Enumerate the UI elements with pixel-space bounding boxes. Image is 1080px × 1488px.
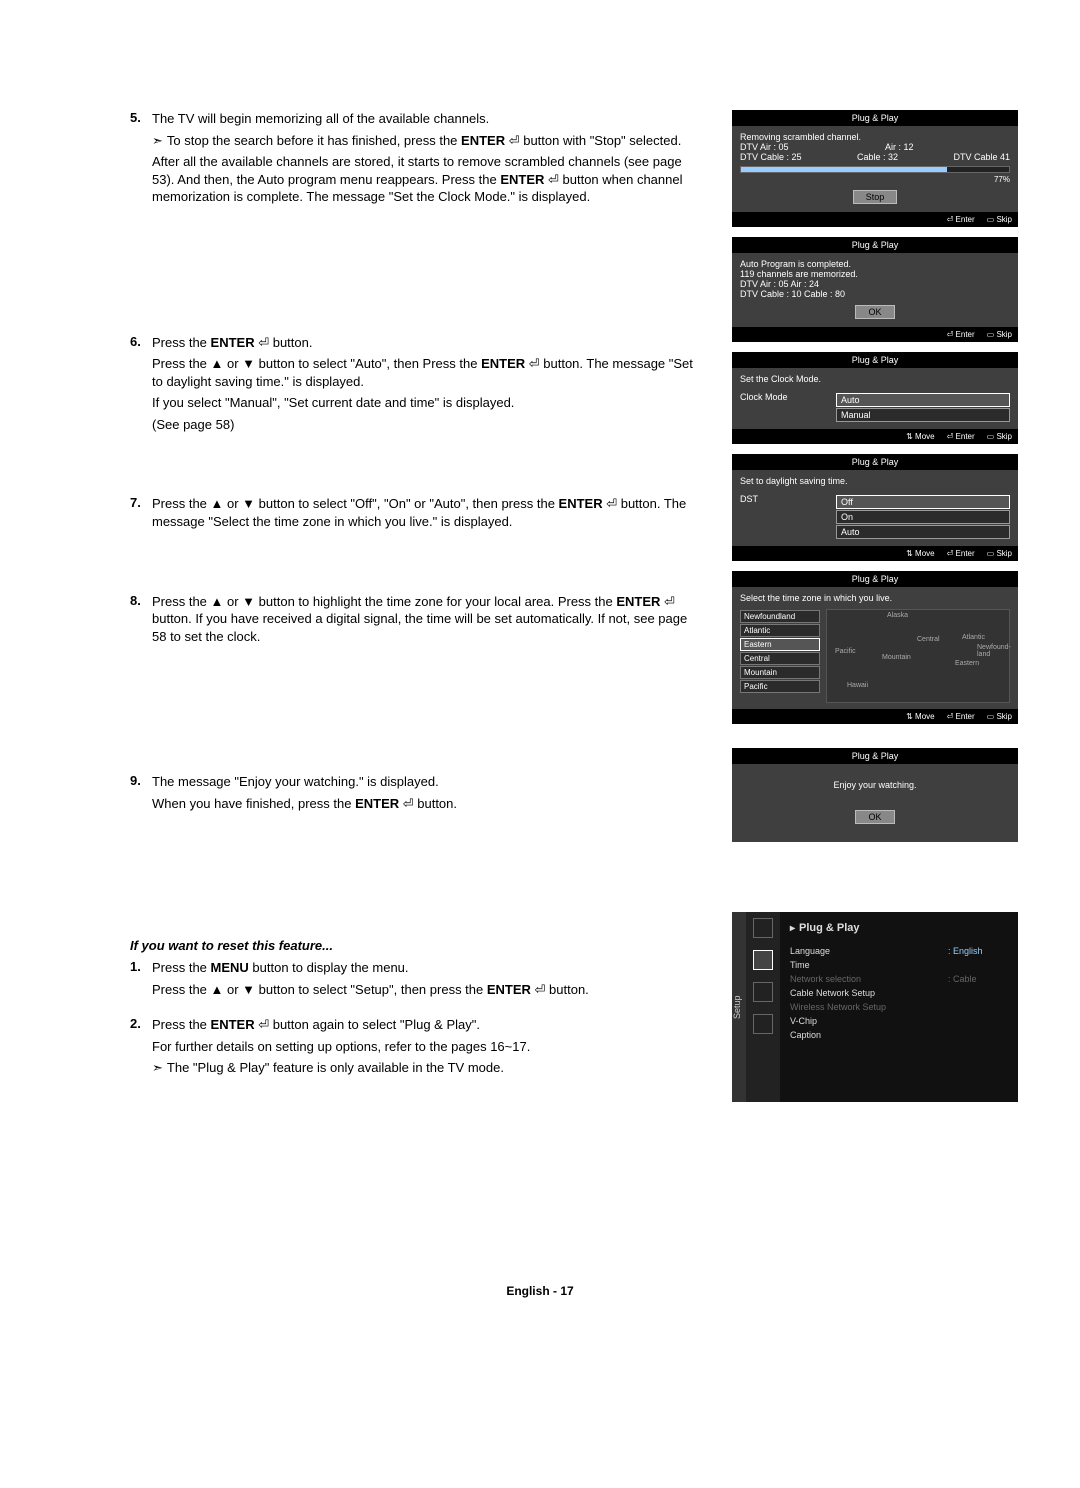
tz-pacific[interactable]: Pacific — [740, 680, 820, 693]
entry-network-sel[interactable]: Network selectionCable — [790, 972, 1008, 986]
osd-timezone: Plug & Play Select the time zone in whic… — [732, 571, 1018, 724]
tz-atlantic[interactable]: Atlantic — [740, 624, 820, 637]
option-auto[interactable]: Auto — [836, 393, 1010, 407]
ok-button-enjoy[interactable]: OK — [855, 810, 894, 824]
reset-step-2: 2. Press the ENTER ⏎ button again to sel… — [130, 1016, 702, 1081]
tz-eastern[interactable]: Eastern — [740, 638, 820, 651]
step-7-num: 7. — [130, 495, 152, 534]
osd-title: Plug & Play — [732, 110, 1018, 126]
osd-clock-mode: Plug & Play Set the Clock Mode. Clock Mo… — [732, 352, 1018, 444]
step-9-l1: The message "Enjoy your watching." is di… — [152, 773, 702, 791]
setup-menu: Setup Plug & Play LanguageEnglish Time N… — [732, 912, 1018, 1102]
entry-wireless-net[interactable]: Wireless Network Setup — [790, 1000, 1008, 1014]
tz-newfoundland[interactable]: Newfoundland — [740, 610, 820, 623]
setup-header[interactable]: Plug & Play — [790, 922, 1008, 934]
step-6-num: 6. — [130, 334, 152, 438]
step-9-num: 9. — [130, 773, 152, 816]
step-8: 8. Press the ▲ or ▼ button to highlight … — [130, 593, 702, 650]
step-8-l1: Press the ▲ or ▼ button to highlight the… — [152, 593, 702, 646]
gear-icon[interactable] — [753, 950, 773, 970]
entry-time[interactable]: Time — [790, 958, 1008, 972]
tz-mountain[interactable]: Mountain — [740, 666, 820, 679]
step-7: 7. Press the ▲ or ▼ button to select "Of… — [130, 495, 702, 534]
menu-icon-3[interactable] — [753, 982, 773, 1002]
step-6-l2: Press the ▲ or ▼ button to select "Auto"… — [152, 355, 702, 390]
step-6-l3: If you select "Manual", "Set current dat… — [152, 394, 702, 412]
step-5-line3: After all the available channels are sto… — [152, 153, 702, 206]
step-8-num: 8. — [130, 593, 152, 650]
entry-language[interactable]: LanguageEnglish — [790, 944, 1008, 958]
ok-button[interactable]: OK — [855, 305, 894, 319]
entry-cable-net[interactable]: Cable Network Setup — [790, 986, 1008, 1000]
step-6: 6. Press the ENTER ⏎ button. Press the ▲… — [130, 334, 702, 438]
entry-caption[interactable]: Caption — [790, 1028, 1008, 1042]
option-on[interactable]: On — [836, 510, 1010, 524]
progress-bar — [740, 166, 1010, 173]
step-7-l1: Press the ▲ or ▼ button to select "Off",… — [152, 495, 702, 530]
osd-enjoy: Plug & Play Enjoy your watching. OK — [732, 748, 1018, 842]
option-manual[interactable]: Manual — [836, 408, 1010, 422]
tz-central[interactable]: Central — [740, 652, 820, 665]
step-9: 9. The message "Enjoy your watching." is… — [130, 773, 702, 816]
option-auto-dst[interactable]: Auto — [836, 525, 1010, 539]
reset-heading: If you want to reset this feature... — [130, 938, 702, 953]
step-9-l2: When you have finished, press the ENTER … — [152, 795, 702, 813]
option-off[interactable]: Off — [836, 495, 1010, 509]
reset-step-1: 1. Press the MENU button to display the … — [130, 959, 702, 1002]
menu-icon-4[interactable] — [753, 1014, 773, 1034]
setup-side-label: Setup — [732, 912, 746, 1102]
menu-icon[interactable] — [753, 918, 773, 938]
step-5-line1: The TV will begin memorizing all of the … — [152, 110, 702, 128]
setup-sidebar — [746, 912, 780, 1102]
osd-removing-scrambled: Plug & Play Removing scrambled channel. … — [732, 110, 1018, 227]
step-6-l1: Press the ENTER ⏎ button. — [152, 334, 702, 352]
osd-auto-program-complete: Plug & Play Auto Program is completed. 1… — [732, 237, 1018, 342]
step-5: 5. The TV will begin memorizing all of t… — [130, 110, 702, 210]
timezone-map: Alaska Pacific Mountain Central Eastern … — [826, 609, 1010, 703]
osd-dst: Plug & Play Set to daylight saving time.… — [732, 454, 1018, 561]
page-footer: English - 17 — [0, 1284, 1080, 1298]
step-6-l4: (See page 58) — [152, 416, 702, 434]
stop-button[interactable]: Stop — [853, 190, 898, 204]
step-5-num: 5. — [130, 110, 152, 210]
entry-vchip[interactable]: V-Chip — [790, 1014, 1008, 1028]
step-5-note: To stop the search before it has finishe… — [152, 132, 702, 150]
